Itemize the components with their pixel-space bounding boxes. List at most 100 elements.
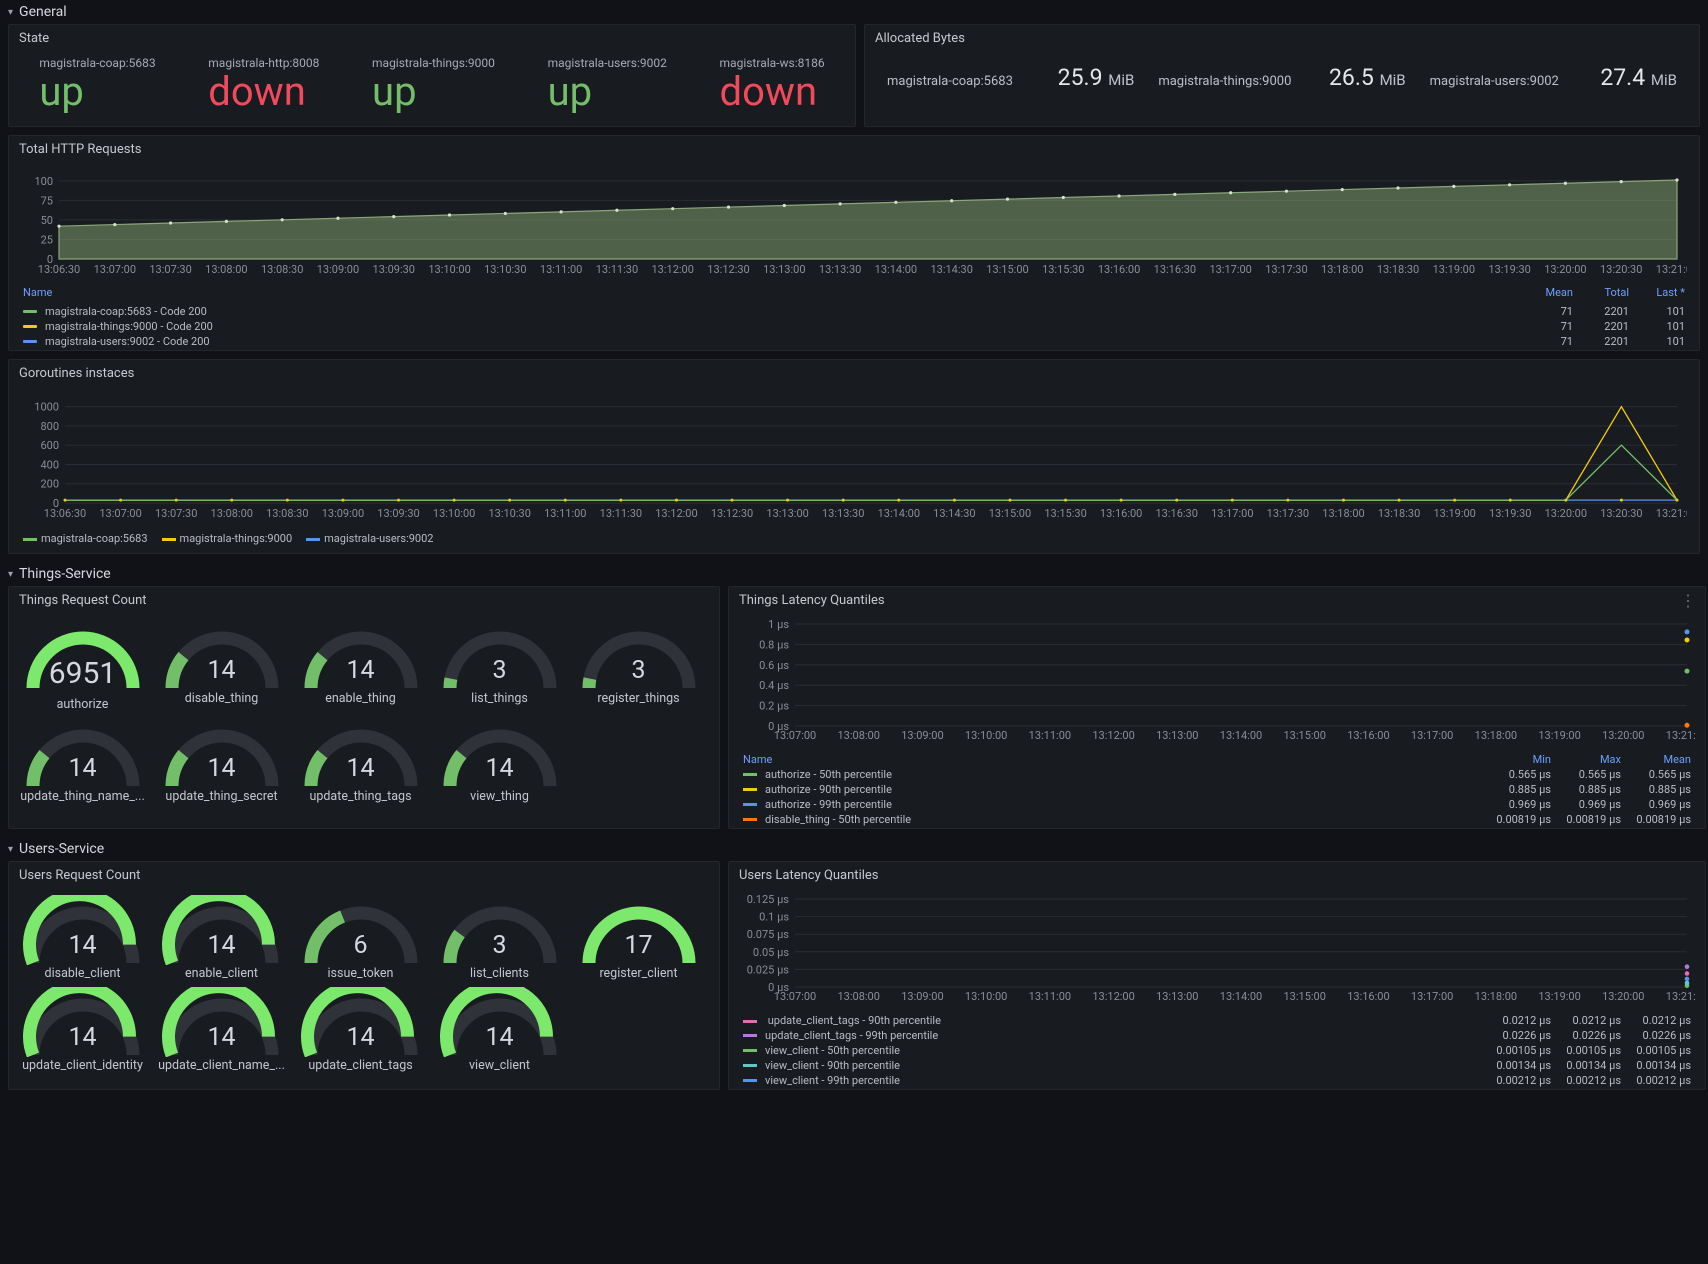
series-swatch	[743, 1049, 757, 1052]
panel-title: Users Request Count	[9, 862, 719, 889]
svg-text:13:07:00: 13:07:00	[774, 990, 816, 1003]
series-swatch	[743, 788, 757, 791]
gauge-label: update_client_tags	[308, 1058, 412, 1073]
legend-series[interactable]: authorize - 99th percentile 0.969 µs 0.9…	[729, 798, 1705, 813]
svg-text:13:16:30: 13:16:30	[1156, 507, 1198, 520]
svg-text:13:17:00: 13:17:00	[1411, 990, 1453, 1003]
state-item: magistrala-coap:5683 up	[39, 56, 155, 112]
series-name: authorize - 50th percentile	[765, 768, 1481, 781]
series-swatch	[306, 538, 320, 541]
svg-text:1 µs: 1 µs	[768, 618, 789, 631]
gauge-label: update_client_name_...	[158, 1058, 285, 1073]
svg-text:13:15:30: 13:15:30	[1044, 507, 1086, 520]
gauge-label: authorize	[57, 697, 109, 712]
gauge: 3register_things	[571, 620, 706, 712]
gauge: 14update_client_name_...	[154, 987, 289, 1073]
chevron-down-icon: ▾	[8, 569, 13, 580]
svg-text:13:18:00: 13:18:00	[1475, 990, 1517, 1003]
gauge-label: issue_token	[328, 966, 394, 981]
gauge-value: 14	[346, 1023, 374, 1052]
legend-header: Name Min Max Mean	[729, 751, 1705, 768]
goroutines-chart[interactable]: 0200400600800100013:06:3013:07:0013:07:3…	[19, 391, 1687, 521]
svg-text:13:12:00: 13:12:00	[652, 263, 694, 276]
svg-text:13:11:00: 13:11:00	[544, 507, 586, 520]
gauge-label: disable_thing	[185, 691, 259, 706]
panel-things-count: Things Request Count 6951authorize14disa…	[8, 586, 720, 829]
legend-series[interactable]: authorize - 50th percentile 0.565 µs 0.5…	[729, 768, 1705, 783]
svg-text:13:11:30: 13:11:30	[600, 507, 642, 520]
allocated-item: magistrala-users:9002 27.4 MiB	[1418, 64, 1689, 91]
legend-series[interactable]: view_client - 99th percentile 0.00212 µs…	[729, 1074, 1705, 1089]
legend-series[interactable]: view_client - 50th percentile 0.00105 µs…	[729, 1044, 1705, 1059]
svg-text:13:08:30: 13:08:30	[266, 507, 308, 520]
legend-series[interactable]: magistrala-things:9000 - Code 200 71 220…	[9, 320, 1699, 335]
gauge: 14disable_thing	[154, 620, 289, 712]
legend-series[interactable]: magistrala-coap:5683	[23, 532, 148, 545]
series-name: view_client - 50th percentile	[765, 1044, 1481, 1057]
gauge: 14update_thing_secret	[154, 718, 289, 804]
gauge-value: 17	[624, 931, 652, 960]
svg-text:13:18:00: 13:18:00	[1475, 729, 1517, 742]
panel-title: Users Latency Quantiles	[729, 862, 1705, 889]
svg-text:13:13:00: 13:13:00	[1156, 729, 1198, 742]
allocated-label: magistrala-users:9002	[1430, 74, 1559, 89]
svg-text:13:07:30: 13:07:30	[149, 263, 191, 276]
series-name: update_client_tags - 99th percentile	[765, 1029, 1481, 1042]
gauge-value: 14	[346, 754, 374, 783]
svg-text:0.05 µs: 0.05 µs	[753, 946, 789, 959]
series-swatch	[162, 538, 176, 541]
legend-series[interactable]: authorize - 90th percentile 0.885 µs 0.8…	[729, 783, 1705, 798]
gauge-label: register_client	[599, 966, 677, 981]
series-swatch	[23, 325, 37, 328]
series-swatch	[743, 1064, 757, 1067]
row-header-general[interactable]: ▾ General	[0, 0, 1708, 24]
svg-text:0.1 µs: 0.1 µs	[759, 911, 789, 924]
legend-series[interactable]: magistrala-users:9002	[306, 532, 433, 545]
svg-text:13:09:00: 13:09:00	[901, 990, 943, 1003]
legend-series[interactable]: magistrala-coap:5683 - Code 200 71 2201 …	[9, 305, 1699, 320]
allocated-value: 25.9 MiB	[1058, 64, 1135, 91]
svg-text:13:06:30: 13:06:30	[44, 507, 86, 520]
svg-text:13:17:30: 13:17:30	[1267, 507, 1309, 520]
legend-series[interactable]: disable_thing - 50th percentile 0.00819 …	[729, 813, 1705, 828]
svg-text:13:13:00: 13:13:00	[766, 507, 808, 520]
legend-series[interactable]: view_client - 90th percentile 0.00134 µs…	[729, 1059, 1705, 1074]
svg-text:0.075 µs: 0.075 µs	[747, 928, 790, 941]
svg-text:13:08:00: 13:08:00	[838, 729, 880, 742]
gauge-label: disable_client	[45, 966, 121, 981]
svg-text:13:21:00: 13:21:00	[1666, 990, 1695, 1003]
svg-text:13:20:00: 13:20:00	[1602, 990, 1644, 1003]
svg-text:0.025 µs: 0.025 µs	[747, 963, 790, 976]
row-header-things[interactable]: ▾ Things-Service	[0, 562, 1708, 586]
svg-text:13:12:00: 13:12:00	[1092, 990, 1134, 1003]
svg-text:13:20:00: 13:20:00	[1544, 263, 1586, 276]
legend-series[interactable]: magistrala-things:9000	[162, 532, 293, 545]
svg-text:13:07:30: 13:07:30	[155, 507, 197, 520]
gauge-value: 14	[485, 754, 513, 783]
users-latency-chart[interactable]: 0 µs0.025 µs0.05 µs0.075 µs0.1 µs0.125 µ…	[739, 893, 1695, 1003]
svg-text:13:19:00: 13:19:00	[1538, 990, 1580, 1003]
svg-text:13:11:00: 13:11:00	[1029, 990, 1071, 1003]
gauge-label: view_client	[469, 1058, 530, 1073]
gauge: 14enable_thing	[293, 620, 428, 712]
legend-series[interactable]: update_client_tags - 99th percentile 0.0…	[729, 1029, 1705, 1044]
legend-series[interactable]: magistrala-users:9002 - Code 200 71 2201…	[9, 335, 1699, 350]
svg-text:13:17:30: 13:17:30	[1265, 263, 1307, 276]
panel-state: State magistrala-coap:5683 upmagistrala-…	[8, 24, 856, 127]
svg-text:13:17:00: 13:17:00	[1211, 507, 1253, 520]
svg-text:13:09:00: 13:09:00	[317, 263, 359, 276]
http-chart[interactable]: 025507510013:06:3013:07:0013:07:3013:08:…	[19, 167, 1687, 277]
row-header-users[interactable]: ▾ Users-Service	[0, 837, 1708, 861]
series-swatch	[23, 340, 37, 343]
panel-title: Total HTTP Requests	[9, 136, 1699, 163]
things-latency-chart[interactable]: 0 µs0.2 µs0.4 µs0.6 µs0.8 µs1 µs13:07:00…	[739, 618, 1695, 742]
gauge: 14view_thing	[432, 718, 567, 804]
gauge-value: 14	[68, 754, 96, 783]
svg-text:13:09:30: 13:09:30	[377, 507, 419, 520]
state-value: down	[208, 72, 319, 112]
panel-menu-icon[interactable]: ⋮	[1680, 591, 1697, 610]
gauge: 6issue_token	[293, 895, 428, 981]
gauge-label: update_client_identity	[22, 1058, 143, 1073]
gauge-label: enable_thing	[325, 691, 396, 706]
allocated-item: magistrala-coap:5683 25.9 MiB	[875, 64, 1146, 91]
